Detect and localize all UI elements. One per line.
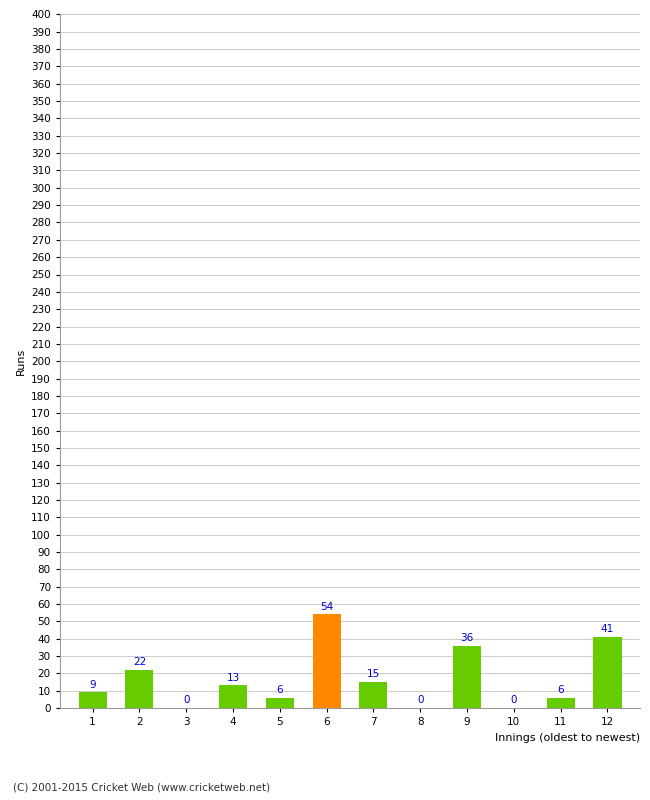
X-axis label: Innings (oldest to newest): Innings (oldest to newest) [495, 733, 640, 742]
Bar [79, 692, 107, 708]
Bar [453, 646, 481, 708]
Text: 6: 6 [557, 685, 564, 695]
Text: 0: 0 [417, 695, 424, 706]
Bar [359, 682, 387, 708]
Bar [266, 698, 294, 708]
Y-axis label: Runs: Runs [16, 347, 25, 375]
Text: 22: 22 [133, 658, 146, 667]
Text: 54: 54 [320, 602, 333, 612]
Bar [547, 698, 575, 708]
Text: 0: 0 [183, 695, 189, 706]
Text: 36: 36 [460, 633, 474, 643]
Bar [593, 637, 621, 708]
Bar [313, 614, 341, 708]
Bar [219, 686, 247, 708]
Text: (C) 2001-2015 Cricket Web (www.cricketweb.net): (C) 2001-2015 Cricket Web (www.cricketwe… [13, 782, 270, 792]
Text: 9: 9 [89, 680, 96, 690]
Text: 0: 0 [511, 695, 517, 706]
Text: 41: 41 [601, 624, 614, 634]
Text: 13: 13 [226, 673, 240, 683]
Text: 6: 6 [276, 685, 283, 695]
Bar [125, 670, 153, 708]
Text: 15: 15 [367, 670, 380, 679]
